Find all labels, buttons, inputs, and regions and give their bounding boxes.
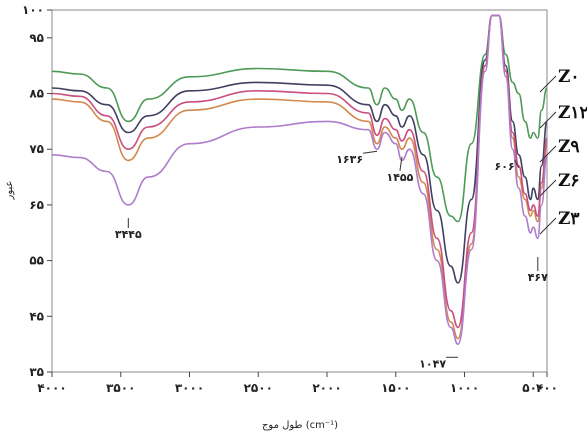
series-line	[51, 14, 548, 223]
x-tick-label: ۴۰۰۰	[37, 381, 66, 395]
peak-label: ۳۴۴۵	[115, 228, 142, 241]
y-tick-label: ۹۵	[29, 31, 44, 45]
series-line	[51, 14, 548, 340]
x-tick-label: ۲۰۰۰	[312, 381, 341, 395]
y-tick-label: ۳۵	[29, 365, 44, 379]
x-tick-label: ۱۰۰۰	[450, 381, 479, 395]
y-axis-ticks: ۳۵ ۴۵ ۵۵ ۶۵ ۷۵ ۸۵ ۹۵ ۱۰۰	[22, 3, 52, 379]
peak-label: ۴۶۷	[528, 271, 548, 284]
annotation-leader	[399, 156, 403, 171]
x-tick-label: ۲۵۰۰	[244, 381, 273, 395]
series-label-leader	[539, 217, 557, 235]
peak-annotations: ۳۴۴۵ ۱۶۳۶ ۱۴۵۵ ۱۰۴۷ ۶۰۶ ۴۶۷	[115, 150, 548, 370]
y-tick-label: ۷۵	[29, 142, 44, 156]
annotation-leader	[514, 159, 520, 169]
peak-label: ۱۶۳۶	[336, 153, 363, 166]
y-tick-label: ۴۵	[29, 309, 44, 323]
series-labels: Z۰ Z۱۲ Z۹ Z۶ Z۳	[539, 67, 587, 235]
series-label: Z۹	[558, 137, 580, 157]
series-line	[51, 14, 548, 329]
annotation-leader	[362, 150, 378, 154]
peak-label: ۱۴۵۵	[387, 171, 414, 184]
series-line	[51, 14, 548, 346]
y-tick-label: ۶۵	[29, 198, 44, 212]
series-label-leader	[539, 179, 557, 197]
series-label-leader	[539, 75, 557, 93]
x-tick-label: ۵۰۰	[522, 381, 544, 395]
x-axis-title: طول موج (cm⁻¹)	[262, 420, 338, 431]
series-label: Z۳	[558, 209, 580, 229]
y-axis-title: عبور	[4, 181, 15, 201]
y-tick-label: ۵۵	[29, 254, 44, 268]
x-tick-label: ۱۵۰۰	[381, 381, 410, 395]
plot-frame	[51, 9, 548, 373]
y-tick-label: ۸۵	[29, 87, 44, 101]
y-tick-label: ۱۰۰	[22, 3, 44, 17]
series-line	[51, 14, 548, 284]
series-label: Z۰	[558, 67, 580, 87]
peak-label: ۱۰۴۷	[419, 357, 446, 370]
series-label-leader	[539, 145, 557, 163]
series-label: Z۶	[558, 171, 580, 191]
peak-label: ۶۰۶	[495, 160, 515, 173]
x-tick-label: ۳۵۰۰	[106, 381, 135, 395]
series-lines	[51, 14, 548, 346]
x-tick-label: ۳۰۰۰	[175, 381, 204, 395]
x-tick-label: ۴۰۰	[536, 381, 558, 395]
series-label-leader	[539, 111, 557, 129]
series-label: Z۱۲	[558, 103, 587, 123]
